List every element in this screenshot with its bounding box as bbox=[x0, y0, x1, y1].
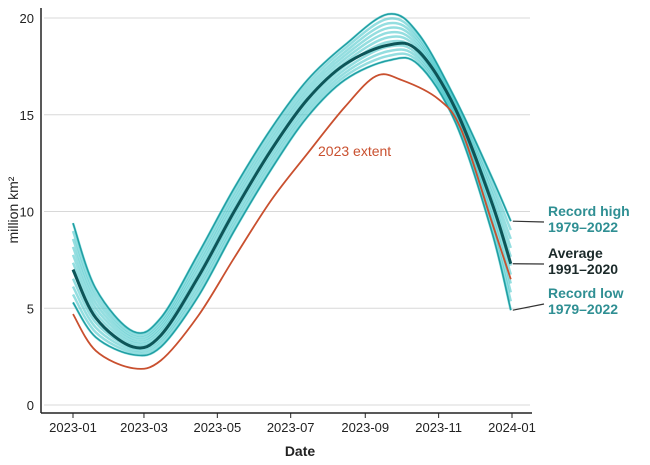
record-low-leader bbox=[512, 303, 545, 311]
historical-year-line bbox=[71, 48, 513, 353]
x-tick-label: 2023-09 bbox=[341, 420, 389, 435]
historical-year-line bbox=[71, 21, 512, 339]
record-low-years: 1979–2022 bbox=[548, 301, 618, 317]
x-tick-label: 2023-07 bbox=[267, 420, 315, 435]
record-high-leader bbox=[512, 220, 545, 223]
record-high-label: Record high bbox=[548, 203, 630, 219]
y-tick-label: 20 bbox=[20, 11, 34, 26]
x-tick-label: 2023-05 bbox=[193, 420, 241, 435]
record-high-line bbox=[72, 13, 512, 334]
extent-2023-label: 2023 extent bbox=[318, 143, 391, 159]
y-axis-label: million km² bbox=[5, 176, 21, 243]
average-label: Average bbox=[548, 245, 603, 261]
historical-year-line bbox=[71, 26, 512, 342]
x-tick-label: 2023-03 bbox=[120, 420, 168, 435]
y-tick-label: 10 bbox=[20, 205, 34, 220]
record-low-line bbox=[72, 56, 512, 357]
y-tick-label: 15 bbox=[20, 108, 34, 123]
historical-year-line bbox=[71, 17, 512, 337]
x-tick-label: 2023-11 bbox=[415, 420, 462, 435]
record-low-label: Record low bbox=[548, 285, 624, 301]
x-tick-label: 2024-01 bbox=[488, 420, 536, 435]
extent-2023-line bbox=[72, 73, 512, 370]
x-axis-label: Date bbox=[285, 443, 316, 459]
x-tick-label: 2023-01 bbox=[49, 420, 97, 435]
record-high-years: 1979–2022 bbox=[548, 219, 618, 235]
average-years: 1991–2020 bbox=[548, 261, 618, 277]
y-tick-label: 5 bbox=[27, 301, 34, 316]
y-tick-label: 0 bbox=[27, 398, 34, 413]
average-line bbox=[71, 41, 513, 350]
